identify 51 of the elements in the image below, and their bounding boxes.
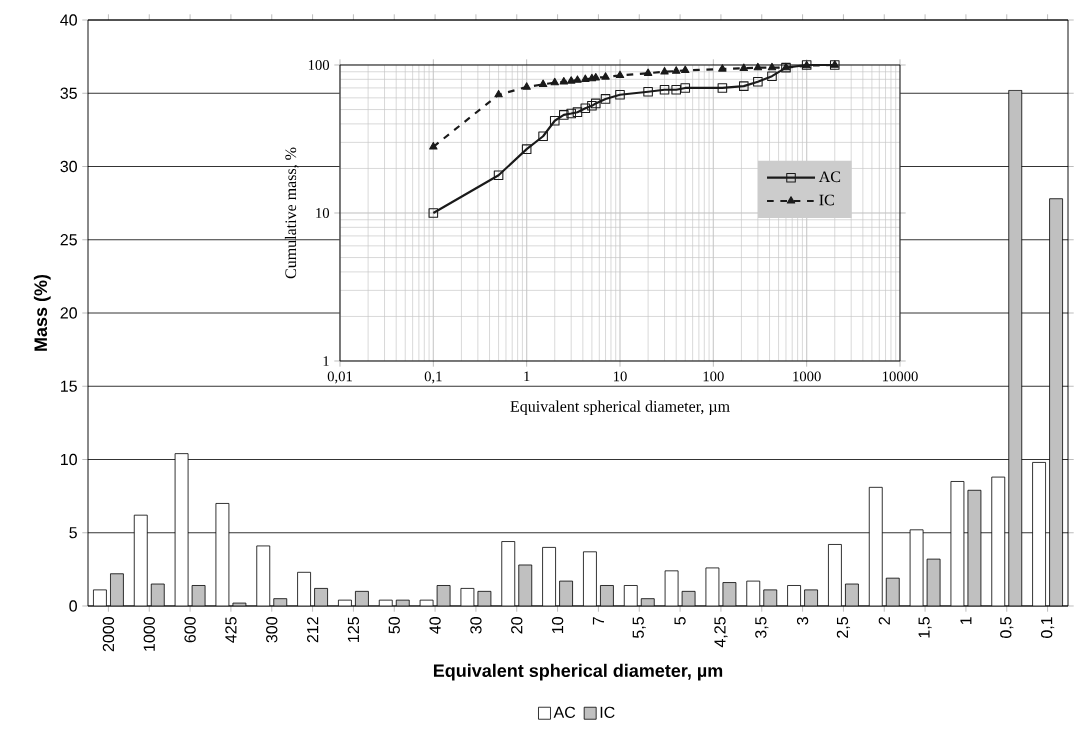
legend-label: AC bbox=[553, 706, 576, 718]
y-tick-label: 100 bbox=[308, 60, 330, 70]
y-tick-label: 35 bbox=[60, 87, 77, 99]
y-tick-label: 30 bbox=[60, 160, 77, 173]
x-tick-label: 4,25 bbox=[714, 617, 728, 648]
y-axis-title: Mass (%) bbox=[33, 274, 51, 351]
legend-label: IC bbox=[600, 706, 615, 718]
x-tick-label: 10 bbox=[551, 617, 564, 633]
x-tick-label: 1000 bbox=[793, 371, 821, 382]
x-tick-label: 2,5 bbox=[836, 617, 851, 638]
x-tick-label: 0,1 bbox=[424, 371, 442, 384]
x-tick-label: 10 bbox=[613, 371, 627, 382]
x-tick-label: 10000 bbox=[882, 371, 918, 382]
x-tick-label: 20 bbox=[511, 617, 523, 634]
x-tick-label: 212 bbox=[307, 617, 319, 643]
x-tick-label: 1,5 bbox=[918, 617, 932, 638]
y-tick-label: 0 bbox=[69, 600, 77, 612]
x-tick-label: 5,5 bbox=[632, 617, 646, 638]
y-tick-label: 10 bbox=[61, 453, 77, 466]
x-tick-label: 0,1 bbox=[1040, 617, 1055, 639]
x-axis-title: Equivalent spherical diameter, µm bbox=[510, 400, 730, 416]
y-tick-label: 10 bbox=[316, 208, 330, 218]
x-tick-label: 2000 bbox=[102, 617, 115, 652]
x-tick-label: 3 bbox=[796, 617, 809, 625]
y-tick-label: 25 bbox=[60, 234, 77, 246]
x-tick-label: 300 bbox=[266, 617, 278, 643]
y-tick-label: 5 bbox=[69, 527, 77, 539]
x-tick-label: 7 bbox=[592, 617, 604, 625]
x-axis-title: Equivalent spherical diameter, µm bbox=[433, 663, 723, 681]
x-tick-label: 100 bbox=[703, 371, 724, 382]
x-tick-label: 5 bbox=[674, 617, 686, 625]
x-tick-label: 50 bbox=[388, 617, 400, 634]
x-tick-label: 600 bbox=[184, 617, 196, 643]
y-tick-label: 20 bbox=[60, 307, 77, 319]
x-tick-label: 0,5 bbox=[1000, 617, 1014, 639]
x-tick-label: 0,01 bbox=[327, 371, 352, 384]
x-tick-label: 425 bbox=[225, 617, 237, 643]
legend-label: IC bbox=[819, 194, 834, 206]
legend-label: AC bbox=[818, 171, 841, 183]
y-tick-label: 1 bbox=[323, 356, 329, 366]
y-axis-title: Cumulative mass, % bbox=[284, 147, 299, 279]
x-tick-label: 125 bbox=[347, 617, 360, 642]
x-tick-label: 3,5 bbox=[755, 617, 769, 639]
x-tick-label: 1 bbox=[524, 371, 530, 382]
y-tick-label: 40 bbox=[60, 14, 77, 26]
x-tick-label: 1 bbox=[960, 617, 972, 625]
x-tick-label: 2 bbox=[878, 617, 890, 625]
y-tick-label: 15 bbox=[61, 380, 77, 392]
x-tick-label: 1000 bbox=[143, 617, 155, 651]
x-tick-label: 30 bbox=[470, 617, 482, 634]
x-tick-label: 40 bbox=[429, 617, 441, 634]
